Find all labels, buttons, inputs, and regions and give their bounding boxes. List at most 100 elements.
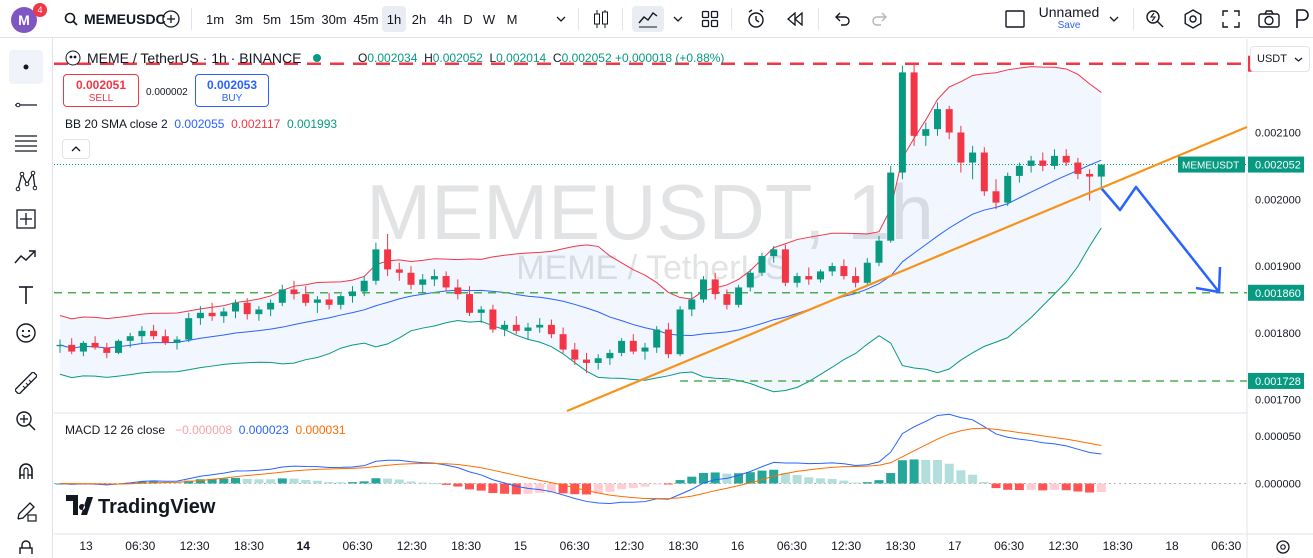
interval-d[interactable]: D [463, 11, 473, 27]
macd-tick-label: 0.000000 [1255, 479, 1301, 491]
candle-body [781, 249, 789, 283]
pattern-tool[interactable] [9, 164, 43, 198]
measure-tool[interactable] [9, 366, 43, 400]
replay-button[interactable] [783, 6, 807, 32]
price-label-text: 0.002052 [1255, 160, 1301, 172]
time-tick-label: 18:30 [885, 539, 915, 553]
settings-button[interactable] [1181, 6, 1205, 32]
macd-line [59, 413, 1102, 504]
macd-legend[interactable]: MACD 12 26 close −0.000008 0.000023 0.00… [65, 423, 346, 437]
candle-body [103, 347, 111, 353]
indicators-button[interactable] [632, 6, 664, 32]
text-tool[interactable] [9, 278, 43, 312]
user-avatar[interactable]: M [11, 7, 37, 33]
time-tick-label: 12:30 [1048, 539, 1078, 553]
macd-histogram-bar [242, 478, 252, 484]
chevron-down-icon [673, 16, 683, 22]
tradingview-logo: TradingView [66, 495, 216, 518]
price-chart[interactable]: MEMEUSDT, 1h MEME / TetherUS 0.002100 0.0… [54, 39, 1313, 558]
sell-button[interactable]: 0.002051 SELL [63, 74, 139, 107]
currency-select[interactable]: USDT [1250, 46, 1310, 72]
layout-name-button[interactable]: Unnamed Save [1038, 5, 1100, 32]
interval-2h[interactable]: 2h [411, 11, 427, 27]
redo-button[interactable] [868, 6, 892, 32]
buy-button[interactable]: 0.002053 BUY [195, 74, 269, 107]
ohlc-values: O0.002034 H0.002052 L0.002014 C0.002052 … [358, 51, 724, 65]
interval-1h[interactable]: 1h [382, 6, 406, 32]
macd-histogram-bar [359, 481, 369, 484]
macd-histogram-bar [944, 463, 954, 484]
macd-histogram-bar [687, 476, 697, 484]
indicators-dropdown[interactable] [669, 6, 687, 32]
candle-body [875, 240, 883, 263]
interval-w[interactable]: W [482, 11, 496, 27]
alert-button[interactable] [743, 6, 769, 32]
fullscreen-icon [1222, 10, 1240, 28]
dot-cursor-icon [23, 64, 29, 70]
price-label-box [1248, 284, 1304, 301]
macd-histogram-bar [780, 472, 790, 484]
candle-body [337, 296, 345, 305]
zoom-tool[interactable] [9, 404, 43, 438]
macd-histogram-bar [757, 470, 767, 484]
watermark-description: MEME / TetherUS [516, 249, 787, 287]
candle-body [594, 358, 602, 363]
brush-tool[interactable] [9, 240, 43, 274]
layout-dropdown[interactable] [1105, 6, 1123, 32]
fullscreen-button[interactable] [1219, 6, 1243, 32]
fib-tool[interactable] [9, 126, 43, 160]
time-tick-label: 18:30 [668, 539, 698, 553]
interval-30m[interactable]: 30m [321, 11, 347, 27]
macd-histogram-bar [348, 482, 357, 484]
snapshot-button[interactable] [1256, 6, 1282, 32]
candle-body [805, 276, 813, 280]
undo-icon [835, 12, 850, 26]
interval-5m[interactable]: 5m [262, 11, 282, 27]
interval-dropdown[interactable] [552, 6, 570, 32]
collapse-legend-button[interactable] [62, 139, 90, 159]
compare-add-button[interactable] [160, 6, 182, 32]
interval-45m[interactable]: 45m [353, 11, 379, 27]
stay-drawing-tool[interactable] [9, 494, 43, 528]
bb-fill [60, 66, 1102, 392]
candle-body [430, 276, 438, 280]
sell-price: 0.002051 [75, 78, 127, 92]
candle-body [161, 336, 169, 343]
interval-4h[interactable]: 4h [437, 11, 453, 27]
undo-button[interactable] [830, 6, 854, 32]
candle-body [571, 349, 579, 360]
interval-m[interactable]: M [506, 11, 518, 27]
lock-tool[interactable] [9, 530, 43, 558]
interval-1m[interactable]: 1m [205, 11, 225, 27]
candle-body [79, 342, 87, 352]
candle-body [150, 330, 158, 337]
interval-15m[interactable]: 15m [289, 11, 315, 27]
layout-checkbox[interactable] [1003, 6, 1027, 32]
spread-value: 0.000002 [146, 87, 188, 98]
candles-type-button[interactable] [589, 6, 613, 32]
macd-histogram-bar [301, 479, 311, 484]
layouts-button[interactable] [698, 6, 722, 32]
bb-legend[interactable]: BB 20 SMA close 2 0.002055 0.002117 0.00… [65, 117, 337, 131]
prediction-tool[interactable] [9, 202, 43, 236]
candle-body [173, 339, 181, 343]
interval-3m[interactable]: 3m [234, 11, 254, 27]
quick-search-button[interactable] [1143, 6, 1167, 32]
trend-line-tool[interactable] [9, 88, 43, 122]
candle-body [126, 336, 134, 341]
time-tick-label: 18:30 [1103, 539, 1133, 553]
candle-body [255, 309, 263, 315]
cursor-tool[interactable] [9, 50, 43, 84]
candle-body [898, 72, 906, 173]
macd-histogram-bar [324, 482, 334, 484]
symbol-name: MEMEUSDC [84, 11, 166, 27]
symbol-search[interactable]: MEMEUSDC [58, 6, 166, 32]
macd-histogram-bar [675, 480, 685, 484]
candle-body [395, 269, 403, 273]
magnet-tool[interactable] [9, 454, 43, 488]
candle-body [501, 324, 509, 330]
macd-histogram-bar [652, 483, 662, 485]
publish-button[interactable] [1290, 6, 1313, 32]
candle-body [489, 309, 497, 330]
emoji-tool[interactable] [9, 316, 43, 350]
